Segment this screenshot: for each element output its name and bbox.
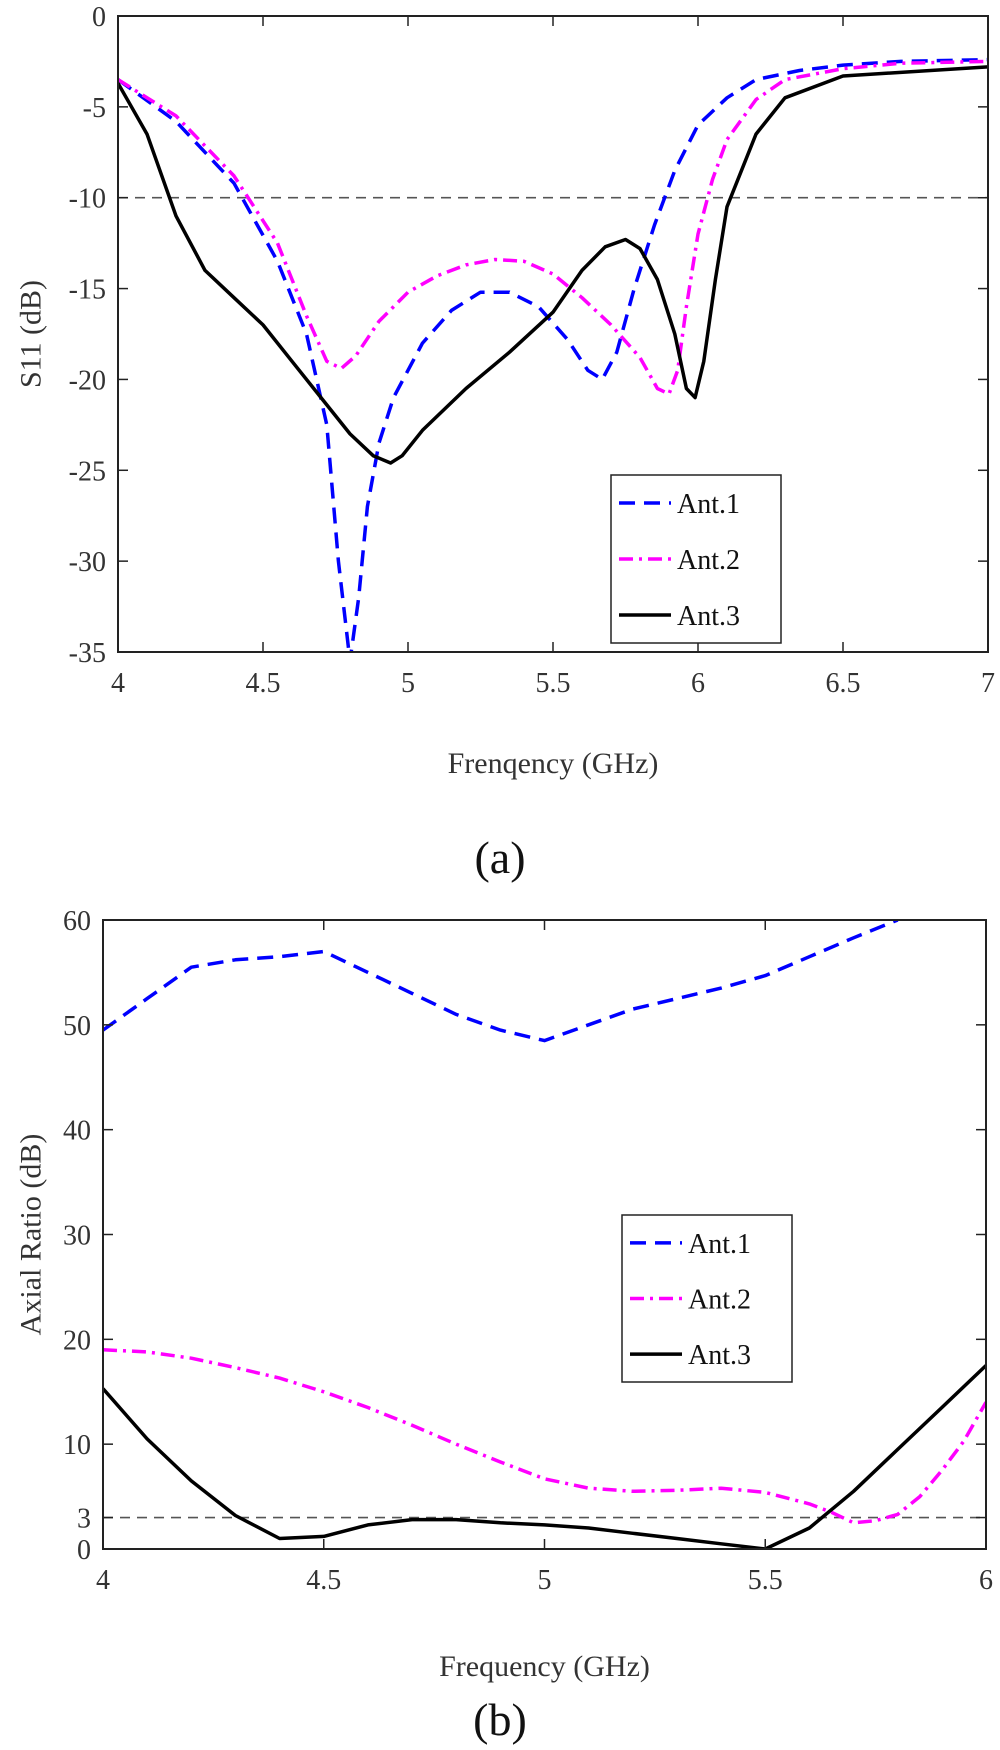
chart-a-x-axis-title: Frenqency (GHz) — [448, 747, 659, 780]
chart-a: 4 4.5 5 5.5 6 6.5 7 0 -5 -10 -15 -20 -25 -30 -35 Frenq… — [15, 2, 996, 883]
chart-b-legend-label-ant1: Ant.1 — [688, 1229, 751, 1260]
chart-a-panel-label: (a) — [474, 832, 525, 883]
chart-a-x-tick-label: 4 — [111, 668, 125, 699]
chart-b-legend-label-ant2: Ant.2 — [688, 1285, 751, 1316]
chart-a-series-layer — [118, 57, 988, 652]
chart-b-x-tick-label: 6 — [979, 1565, 993, 1596]
chart-a-y-tick-label: -20 — [69, 365, 106, 396]
chart-b-y-tick-label: 10 — [63, 1430, 91, 1461]
chart-a-y-tick-label: -15 — [69, 275, 106, 306]
chart-b-y-tick-label: 30 — [63, 1221, 91, 1252]
chart-a-legend-label-ant1: Ant.1 — [677, 489, 740, 520]
chart-b-y-tick-label: 40 — [63, 1116, 91, 1147]
chart-a-legend-label-ant2: Ant.2 — [677, 545, 740, 576]
chart-b-legend: Ant.1 Ant.2 Ant.3 — [621, 1214, 793, 1383]
chart-b-y-tick-label: 50 — [63, 1011, 91, 1042]
chart-b-x-tick-label: 5 — [538, 1565, 552, 1596]
chart-a-y-tick-label: 0 — [92, 2, 106, 33]
chart-b-plot-frame — [102, 919, 987, 1550]
chart-a-y-tick-label: -30 — [69, 547, 106, 578]
chart-a-legend-label-ant3: Ant.3 — [677, 601, 740, 632]
chart-b-series-ant3 — [103, 1364, 986, 1549]
chart-a-ticks: 4 4.5 5 5.5 6 6.5 7 0 -5 -10 -15 -20 -25 -30 -35 — [69, 2, 995, 699]
chart-b-series-layer — [103, 920, 986, 1549]
chart-b-x-tick-label: 4 — [96, 1565, 110, 1596]
chart-b-panel-label: (b) — [473, 1694, 527, 1745]
chart-a-legend: Ant.1 Ant.2 Ant.3 — [610, 474, 782, 644]
chart-a-series-ant2 — [118, 59, 988, 396]
chart-a-y-tick-label: -5 — [83, 93, 106, 124]
chart-b-legend-label-ant3: Ant.3 — [688, 1340, 751, 1371]
chart-b-series-ant1 — [103, 920, 899, 1043]
chart-b-y-tick-label: 60 — [63, 906, 91, 937]
chart-b-y-tick-label: 3 — [77, 1504, 91, 1535]
chart-b-x-tick-label: 4.5 — [306, 1565, 341, 1596]
chart-a-x-tick-label: 5.5 — [536, 668, 571, 699]
chart-a-y-tick-label: -35 — [69, 638, 106, 669]
chart-a-y-tick-label: -25 — [69, 456, 106, 487]
chart-b-series-ant2 — [103, 1348, 986, 1525]
chart-b-y-tick-label: 20 — [63, 1325, 91, 1356]
chart-a-x-tick-label: 6.5 — [826, 668, 861, 699]
chart-a-x-tick-label: 5 — [401, 668, 415, 699]
chart-a-plot-frame — [117, 15, 989, 653]
chart-b-y-axis-title: Axial Ratio (dB) — [15, 1134, 48, 1336]
chart-a-x-tick-label: 4.5 — [246, 668, 281, 699]
chart-b-x-tick-label: 5.5 — [748, 1565, 783, 1596]
chart-a-x-tick-label: 6 — [691, 668, 705, 699]
chart-a-series-ant3 — [118, 65, 988, 465]
chart-a-series-ant1 — [118, 57, 988, 652]
chart-b-y-tick-label: 0 — [77, 1535, 91, 1566]
chart-a-y-axis-title: S11 (dB) — [15, 280, 48, 388]
chart-b-x-axis-title: Frequency (GHz) — [439, 1650, 650, 1683]
chart-a-x-tick-label: 7 — [981, 668, 995, 699]
chart-a-y-tick-label: -10 — [69, 184, 106, 215]
